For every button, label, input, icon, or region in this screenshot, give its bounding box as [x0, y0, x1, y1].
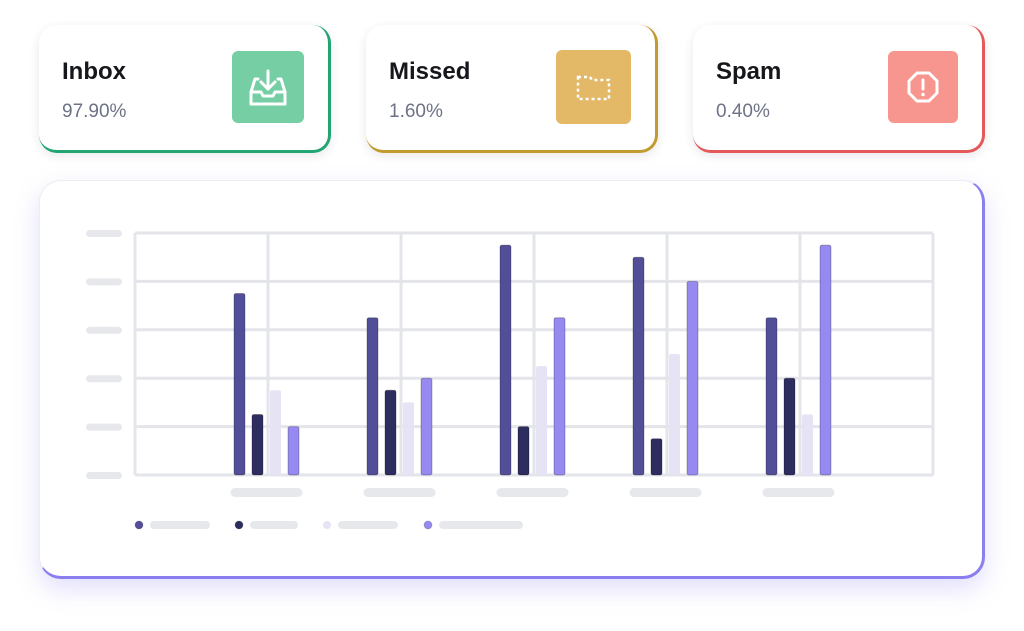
bar	[686, 280, 699, 476]
bar	[499, 244, 512, 476]
x-tick-label	[496, 488, 569, 497]
alert-octagon-icon	[888, 51, 958, 123]
x-tick-label	[762, 488, 835, 497]
bar-chart	[86, 230, 935, 530]
bar	[403, 402, 414, 475]
y-tick-label	[86, 423, 122, 431]
bar	[287, 426, 300, 476]
bar	[233, 293, 246, 476]
legend-marker	[323, 521, 331, 529]
bar	[251, 414, 264, 476]
legend-marker	[423, 520, 433, 530]
inbox-value: 97.90%	[62, 101, 127, 122]
missed-value: 1.60%	[389, 101, 443, 122]
legend-marker	[134, 520, 144, 530]
bar	[420, 377, 433, 476]
y-tick-label	[86, 230, 122, 237]
bar	[366, 317, 379, 476]
bar	[765, 317, 778, 476]
bar	[517, 426, 530, 476]
y-tick-label	[86, 375, 122, 383]
chart-card	[39, 180, 985, 579]
spam-card[interactable]: Spam 0.40%	[693, 25, 985, 153]
bar	[819, 244, 832, 476]
bar	[384, 389, 397, 476]
bar	[536, 366, 547, 475]
legend-label	[338, 521, 398, 529]
spam-value: 0.40%	[716, 101, 770, 122]
y-tick-label	[86, 326, 122, 334]
x-tick-label	[230, 488, 303, 497]
bar	[669, 354, 680, 475]
inbox-title: Inbox	[62, 58, 126, 85]
bar	[632, 256, 645, 476]
y-tick-label	[86, 278, 122, 286]
bar	[802, 414, 813, 475]
dotted-folder-icon	[556, 50, 631, 124]
x-tick-label	[363, 488, 436, 497]
legend-marker	[234, 520, 244, 530]
bar	[650, 438, 663, 476]
bar	[783, 377, 796, 476]
spam-title: Spam	[716, 58, 782, 85]
inbox-download-icon	[232, 51, 304, 123]
legend-label	[439, 521, 523, 529]
legend-label	[150, 521, 210, 529]
bar	[270, 390, 281, 475]
legend-label	[250, 521, 298, 529]
x-tick-label	[629, 488, 702, 497]
inbox-card[interactable]: Inbox 97.90%	[39, 25, 331, 153]
y-tick-label	[86, 472, 122, 479]
bar	[553, 317, 566, 476]
missed-title: Missed	[389, 58, 471, 85]
missed-card[interactable]: Missed 1.60%	[366, 25, 658, 153]
